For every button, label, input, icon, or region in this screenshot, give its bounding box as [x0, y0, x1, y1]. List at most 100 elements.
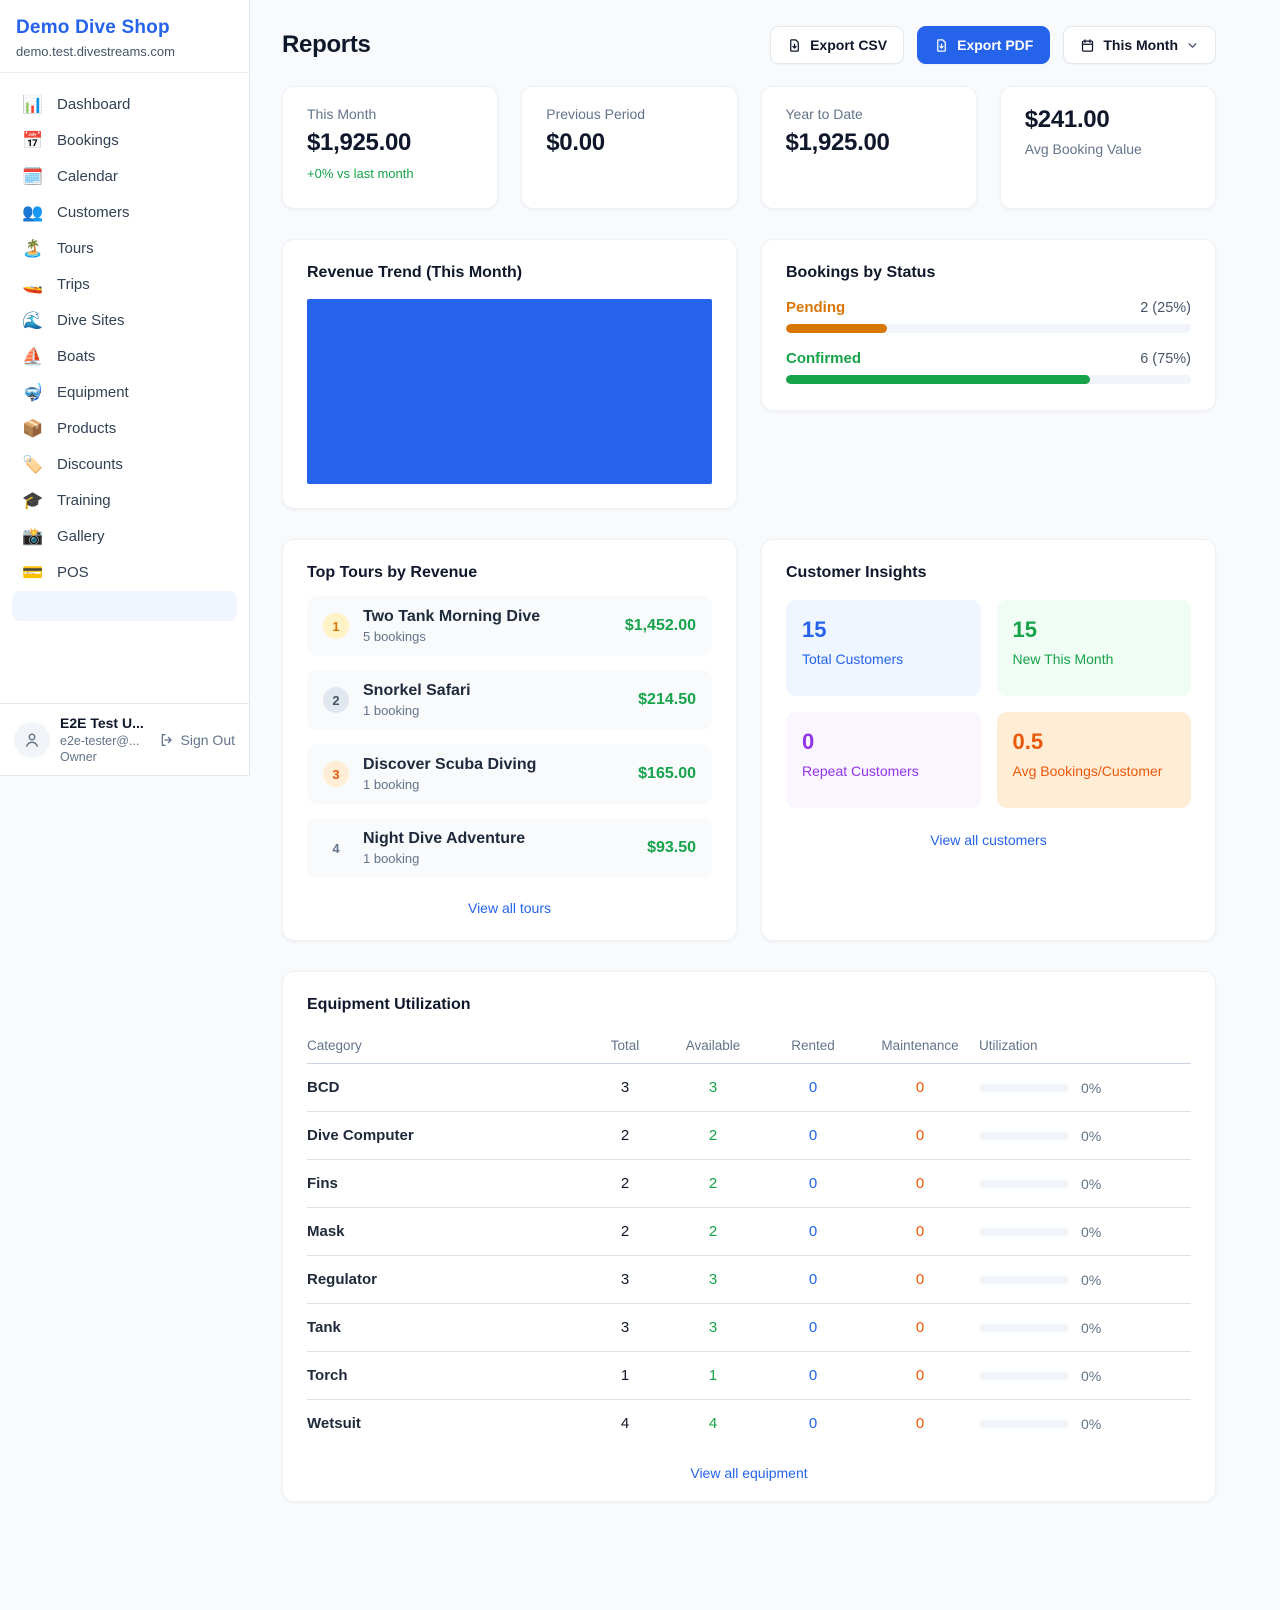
- tour-revenue: $1,452.00: [624, 617, 696, 634]
- brand-domain: demo.test.divestreams.com: [16, 44, 175, 59]
- sidebar-item-dive-sites[interactable]: 🌊 Dive Sites: [12, 303, 237, 338]
- cell-rented: 0: [808, 1079, 818, 1096]
- cell-utilization: 0%: [979, 1320, 1191, 1336]
- sidebar-item-tours[interactable]: 🏝️ Tours: [12, 231, 237, 266]
- sidebar-item-discounts[interactable]: 🏷️ Discounts: [12, 447, 237, 482]
- sidebar-item-label: Training: [57, 492, 111, 509]
- tile-new-this-month: 15 New This Month: [996, 600, 1191, 696]
- cell-total: 2: [620, 1175, 630, 1192]
- top-tours-title: Top Tours by Revenue: [307, 564, 478, 581]
- cell-total: 2: [620, 1223, 630, 1240]
- stat-card-previous-period: Previous Period $0.00: [521, 86, 738, 209]
- stat-delta: +0% vs last month: [307, 166, 414, 181]
- cell-total: 3: [620, 1079, 630, 1096]
- graduation-cap-icon: 🎓: [22, 491, 44, 510]
- cell-utilization: 0%: [979, 1176, 1191, 1192]
- view-all-equipment-link[interactable]: View all equipment: [690, 1465, 808, 1481]
- stat-card-avg-booking-value: $241.00 Avg Booking Value: [999, 86, 1216, 209]
- equipment-utilization-card: Equipment Utilization Category Total Ava…: [282, 971, 1216, 1502]
- sidebar-item-label: POS: [57, 564, 89, 581]
- cell-available: 3: [708, 1079, 718, 1096]
- col-maintenance: Maintenance: [881, 1038, 959, 1053]
- cell-category: Fins: [307, 1175, 338, 1192]
- status-bar-track: [786, 375, 1191, 384]
- sidebar-item-dashboard[interactable]: 📊 Dashboard: [12, 87, 237, 122]
- people-icon: 👥: [22, 203, 44, 222]
- calendar-icon: [1082, 38, 1094, 52]
- stat-label: This Month: [307, 106, 377, 122]
- table-row: Regulator 3 3 0 0 0%: [307, 1256, 1191, 1304]
- export-pdf-button[interactable]: Export PDF: [917, 26, 1051, 64]
- table-row: Mask 2 2 0 0 0%: [307, 1208, 1191, 1256]
- insight-tiles: 15 Total Customers 15 New This Month 0 R…: [786, 600, 1191, 808]
- cell-maintenance: 0: [915, 1175, 925, 1192]
- sign-out-button[interactable]: Sign Out: [159, 732, 235, 748]
- export-csv-button[interactable]: Export CSV: [770, 26, 905, 64]
- sidebar-item-trips[interactable]: 🚤 Trips: [12, 267, 237, 302]
- cell-maintenance: 0: [915, 1079, 925, 1096]
- sidebar-item-label: Boats: [57, 348, 96, 365]
- revenue-trend-title: Revenue Trend (This Month): [307, 264, 523, 281]
- sidebar-item-calendar[interactable]: 🗓️ Calendar: [12, 159, 237, 194]
- table-row: Torch 1 1 0 0 0%: [307, 1352, 1191, 1400]
- status-bar-fill: [786, 324, 888, 333]
- view-all-customers-link[interactable]: View all customers: [930, 832, 1047, 848]
- sidebar-item-training[interactable]: 🎓 Training: [12, 483, 237, 518]
- sidebar-item-active-partial[interactable]: [12, 591, 237, 621]
- table-row: BCD 3 3 0 0 0%: [307, 1064, 1191, 1112]
- stat-card-year-to-date: Year to Date $1,925.00: [760, 86, 977, 209]
- cell-category: Wetsuit: [307, 1415, 361, 1432]
- sidebar-item-gallery[interactable]: 📸 Gallery: [12, 519, 237, 554]
- file-download-icon: [790, 38, 799, 52]
- tour-row: 2 Snorkel Safari 1 booking $214.50: [307, 670, 712, 730]
- cell-category: BCD: [307, 1079, 340, 1096]
- cell-available: 2: [708, 1127, 718, 1144]
- sidebar-item-pos[interactable]: 💳 POS: [12, 555, 237, 590]
- stat-value: $1,925.00: [785, 129, 890, 156]
- cell-rented: 0: [808, 1271, 818, 1288]
- calendar-pad-icon: 🗓️: [22, 167, 44, 186]
- period-dropdown[interactable]: This Month: [1063, 26, 1216, 64]
- tile-value: 15: [1012, 617, 1037, 642]
- utilization-bar: [979, 1179, 1069, 1188]
- tile-total-customers: 15 Total Customers: [786, 600, 981, 696]
- tour-revenue: $165.00: [638, 765, 696, 782]
- rank-badge: 1: [323, 613, 349, 639]
- cell-maintenance: 0: [915, 1223, 925, 1240]
- cell-category: Dive Computer: [307, 1127, 414, 1144]
- cell-maintenance: 0: [915, 1367, 925, 1384]
- cell-total: 1: [620, 1367, 630, 1384]
- sidebar-item-label: Bookings: [57, 132, 119, 149]
- tour-name: Night Dive Adventure: [363, 830, 526, 847]
- sidebar-item-bookings[interactable]: 📅 Bookings: [12, 123, 237, 158]
- cell-category: Mask: [307, 1223, 345, 1240]
- status-label: Pending: [786, 299, 846, 316]
- table-row: Fins 2 2 0 0 0%: [307, 1160, 1191, 1208]
- sidebar-item-customers[interactable]: 👥 Customers: [12, 195, 237, 230]
- sidebar-item-label: Equipment: [57, 384, 129, 401]
- status-bar-track: [786, 324, 1191, 333]
- tour-bookings: 1 booking: [363, 703, 420, 718]
- cell-available: 3: [708, 1271, 718, 1288]
- sidebar-item-products[interactable]: 📦 Products: [12, 411, 237, 446]
- chevron-down-icon: [1188, 42, 1197, 48]
- cell-category: Tank: [307, 1319, 341, 1336]
- sidebar-item-label: Customers: [57, 204, 130, 221]
- cell-utilization: 0%: [979, 1128, 1191, 1144]
- stat-value: $241.00: [1024, 106, 1110, 133]
- sidebar: Demo Dive Shop demo.test.divestreams.com…: [0, 0, 250, 776]
- status-count: 2 (25%): [1140, 300, 1191, 316]
- cell-utilization: 0%: [979, 1272, 1191, 1288]
- tile-repeat-customers: 0 Repeat Customers: [786, 712, 981, 808]
- speedboat-icon: 🚤: [22, 275, 44, 294]
- sidebar-item-label: Dashboard: [57, 96, 131, 113]
- sidebar-item-boats[interactable]: ⛵ Boats: [12, 339, 237, 374]
- tour-name: Discover Scuba Diving: [363, 756, 537, 773]
- rank-badge: 2: [323, 687, 349, 713]
- stat-label: Previous Period: [546, 106, 646, 122]
- utilization-bar: [979, 1323, 1069, 1332]
- view-all-tours-link[interactable]: View all tours: [467, 900, 551, 916]
- sidebar-item-equipment[interactable]: 🤿 Equipment: [12, 375, 237, 410]
- tour-row: 4 Night Dive Adventure 1 booking $93.50: [307, 818, 712, 878]
- stats-row: This Month $1,925.00 +0% vs last month P…: [282, 86, 1216, 209]
